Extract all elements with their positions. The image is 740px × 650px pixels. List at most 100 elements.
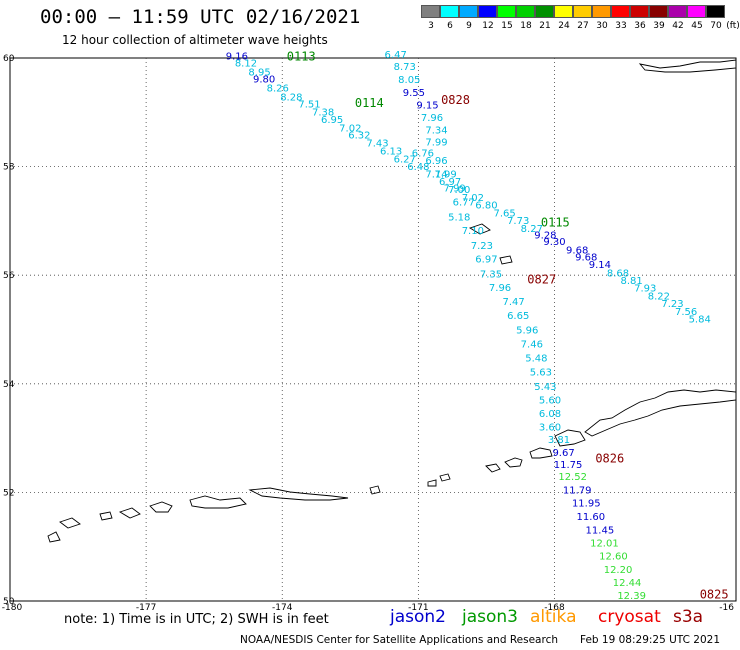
swh-value-label: 6.08 — [539, 409, 561, 420]
pass-id-label: 0113 — [287, 50, 316, 64]
swh-value-label: 9.80 — [253, 74, 275, 85]
swh-value-label: 8.95 — [248, 67, 270, 78]
colorbar-swatch — [459, 5, 478, 18]
y-tick-label: 60 — [3, 54, 15, 64]
colorbar-tick-label: 24 — [558, 21, 570, 31]
colorbar-swatch — [668, 5, 687, 18]
swh-value-label: 6.32 — [348, 130, 370, 141]
colorbar-tick-label: 9 — [466, 21, 472, 31]
colorbar-swatch — [440, 5, 459, 18]
landmass-outline — [529, 447, 553, 459]
colorbar-tick-label: 45 — [691, 21, 703, 31]
landmass-outline — [369, 485, 381, 495]
swh-value-label: 7.56 — [675, 307, 697, 318]
x-tick-label: -168 — [544, 603, 565, 613]
swh-value-label: 8.22 — [648, 292, 670, 303]
swh-value-label: 5.43 — [534, 382, 556, 393]
colorbar-unit: (ft) — [726, 21, 740, 31]
swh-value-label: 8.28 — [280, 92, 302, 103]
colorbar-swatch — [649, 5, 668, 18]
swh-value-label: 8.12 — [235, 59, 257, 70]
pass-id-label: 0827 — [527, 272, 556, 286]
pass-id-label: 0825 — [700, 587, 729, 601]
satellite-legend-item: s3a — [673, 607, 704, 627]
colorbar-swatch — [421, 5, 440, 18]
swh-value-label: 3.60 — [539, 422, 561, 433]
swh-value-label: 8.27 — [521, 224, 543, 235]
swh-value-label: 11.95 — [572, 499, 601, 510]
pass-labels: 0113 0114 0828 0115 0827 0826 0825 — [287, 50, 729, 602]
colorbar-swatch — [535, 5, 554, 18]
swh-value-label: 7.73 — [507, 216, 529, 227]
swh-value-label: 11.79 — [563, 485, 592, 496]
colorbar-tick-label: 3 — [428, 21, 434, 31]
colorbar-swatch — [592, 5, 611, 18]
swh-value-label: 7.65 — [493, 209, 515, 220]
swh-value-label: 8.05 — [398, 75, 420, 86]
pass-id-label: 0828 — [441, 93, 470, 107]
landmass-outline — [439, 473, 451, 482]
colorbar-tick-label: 70 — [710, 21, 722, 31]
swh-value-label: 6.47 — [385, 50, 407, 61]
swh-value-label: 12.01 — [590, 539, 619, 550]
swh-value-label: 6.13 — [380, 147, 402, 158]
coastline — [47, 59, 737, 543]
swh-value-label: 6.65 — [507, 311, 529, 322]
swh-value-label: 7.96 — [421, 113, 443, 124]
swh-value-label: 7.38 — [312, 108, 334, 119]
swh-value-label: 9.14 — [589, 260, 611, 271]
swh-value-label: 5.84 — [689, 314, 711, 325]
landmass-outline — [248, 487, 349, 501]
y-tick-label: 58 — [3, 163, 15, 173]
swh-value-label: 9.30 — [543, 237, 565, 248]
swh-value-label: 9.28 — [534, 230, 556, 241]
colorbar-tick-label: 33 — [615, 21, 627, 31]
swh-value-label: 9.16 — [226, 52, 248, 63]
swh-value-label: 12.39 — [617, 591, 646, 602]
y-tick-label: 54 — [3, 380, 15, 390]
swh-value-label: 8.26 — [267, 84, 289, 95]
swh-value-label: 7.99 — [425, 137, 447, 148]
swh-value-label: 6.95 — [321, 115, 343, 126]
colorbar-tick-label: 36 — [634, 21, 646, 31]
swh-value-label: 5.18 — [448, 212, 470, 223]
colorbar-tick-label: 15 — [501, 21, 513, 31]
swh-value-label: 6.27 — [394, 154, 416, 165]
colorbar-swatch — [478, 5, 497, 18]
credit-line: NOAA/NESDIS Center for Satellite Applica… — [240, 634, 558, 646]
swh-value-label: 7.02 — [462, 193, 484, 204]
satellite-legend-item: altika — [530, 607, 577, 627]
x-tick-label: -16 — [719, 603, 734, 613]
swh-value-label: 9.68 — [575, 253, 597, 264]
swh-value-label: 6.80 — [475, 200, 497, 211]
swh-value-label: 6.97 — [475, 255, 497, 266]
swh-value-label: 7.02 — [339, 123, 361, 134]
swh-value-label: 8.68 — [607, 268, 629, 279]
satellite-legend-item: jason2 — [390, 607, 446, 627]
landmass-outline — [584, 389, 737, 437]
swh-points: 9.168.128.959.808.268.287.517.386.957.02… — [226, 50, 711, 602]
swh-value-label: 12.52 — [558, 472, 587, 483]
swh-value-label: 7.14 — [425, 169, 447, 180]
colorbar-swatch — [687, 5, 706, 18]
colorbar-swatch — [630, 5, 649, 18]
swh-value-label: 7.23 — [471, 241, 493, 252]
swh-value-label: 6.97 — [439, 177, 461, 188]
chart-title: 00:00 – 11:59 UTC 02/16/2021 — [40, 6, 361, 28]
swh-value-label: 12.60 — [599, 552, 628, 563]
swh-value-label: 6.96 — [425, 156, 447, 167]
chart-subtitle: 12 hour collection of altimeter wave hei… — [62, 33, 328, 47]
swh-value-label: 7.99 — [434, 169, 456, 180]
map-grid — [9, 57, 737, 602]
landmass-outline — [99, 511, 113, 521]
landmass-outline — [468, 223, 491, 235]
pass-id-label: 0115 — [541, 215, 570, 229]
x-tick-label: -177 — [136, 603, 156, 613]
swh-value-label: 8.81 — [621, 276, 643, 287]
swh-value-label: 9.68 — [566, 245, 588, 256]
swh-value-label: 5.63 — [530, 368, 552, 379]
swh-value-label: 3.81 — [548, 435, 570, 446]
footer-note: note: 1) Time is in UTC; 2) SWH is in fe… — [64, 612, 329, 627]
pass-id-label: 0114 — [355, 96, 384, 110]
